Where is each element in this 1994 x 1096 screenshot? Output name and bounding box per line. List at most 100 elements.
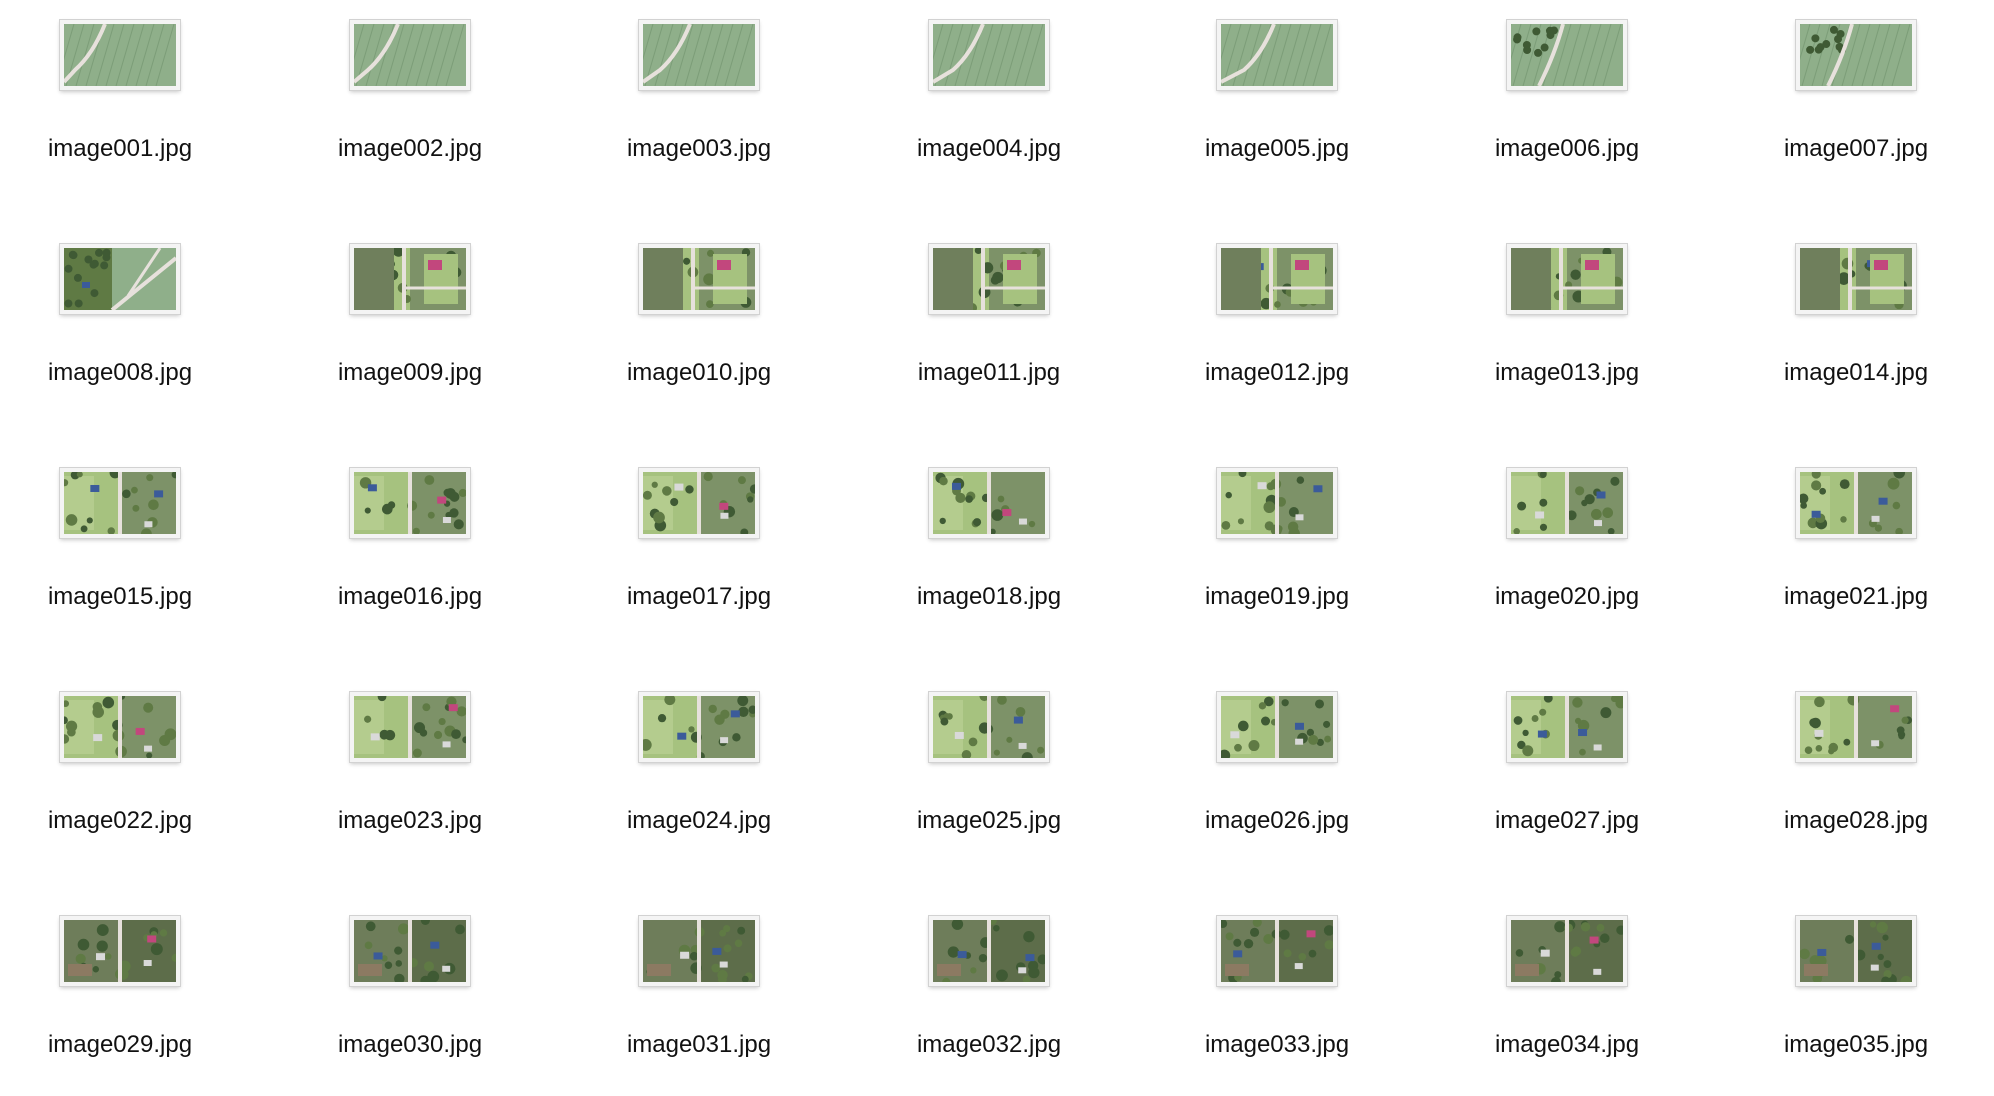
file-item[interactable]: image023.jpg (290, 672, 530, 872)
image-thumbnail[interactable] (1216, 19, 1338, 91)
file-item[interactable]: image033.jpg (1157, 896, 1397, 1096)
file-item[interactable]: image012.jpg (1157, 224, 1397, 424)
file-name-label[interactable]: image017.jpg (626, 583, 772, 610)
file-name-label[interactable]: image029.jpg (47, 1031, 193, 1058)
file-item[interactable]: image035.jpg (1736, 896, 1976, 1096)
file-name-label[interactable]: image019.jpg (1204, 583, 1350, 610)
file-item[interactable]: image030.jpg (290, 896, 530, 1096)
file-item[interactable]: image005.jpg (1157, 0, 1397, 200)
file-name-label[interactable]: image034.jpg (1494, 1031, 1640, 1058)
image-thumbnail[interactable] (59, 915, 181, 987)
file-item[interactable]: image028.jpg (1736, 672, 1976, 872)
file-name-label[interactable]: image024.jpg (626, 807, 772, 834)
file-item[interactable]: image004.jpg (869, 0, 1109, 200)
file-item[interactable]: image020.jpg (1447, 448, 1687, 648)
file-item[interactable]: image027.jpg (1447, 672, 1687, 872)
file-item[interactable]: image010.jpg (579, 224, 819, 424)
file-item[interactable]: image014.jpg (1736, 224, 1976, 424)
file-name-label[interactable]: image008.jpg (47, 359, 193, 386)
file-item[interactable]: image017.jpg (579, 448, 819, 648)
file-item[interactable]: image006.jpg (1447, 0, 1687, 200)
file-item[interactable]: image018.jpg (869, 448, 1109, 648)
image-thumbnail[interactable] (1216, 915, 1338, 987)
image-thumbnail[interactable] (59, 243, 181, 315)
file-name-label[interactable]: image005.jpg (1204, 135, 1350, 162)
image-thumbnail[interactable] (349, 243, 471, 315)
file-name-label[interactable]: image021.jpg (1783, 583, 1929, 610)
image-thumbnail[interactable] (1795, 915, 1917, 987)
file-name-label[interactable]: image025.jpg (916, 807, 1062, 834)
file-name-label[interactable]: image018.jpg (916, 583, 1062, 610)
file-name-label[interactable]: image016.jpg (337, 583, 483, 610)
file-name-label[interactable]: image033.jpg (1204, 1031, 1350, 1058)
image-thumbnail[interactable] (1795, 467, 1917, 539)
file-name-label[interactable]: image011.jpg (917, 359, 1061, 386)
file-item[interactable]: image021.jpg (1736, 448, 1976, 648)
file-name-label[interactable]: image014.jpg (1783, 359, 1929, 386)
image-thumbnail[interactable] (1216, 467, 1338, 539)
file-item[interactable]: image009.jpg (290, 224, 530, 424)
image-thumbnail[interactable] (638, 915, 760, 987)
file-name-label[interactable]: image027.jpg (1494, 807, 1640, 834)
image-thumbnail[interactable] (59, 691, 181, 763)
file-name-label[interactable]: image028.jpg (1783, 807, 1929, 834)
file-item[interactable]: image026.jpg (1157, 672, 1397, 872)
file-item[interactable]: image013.jpg (1447, 224, 1687, 424)
image-thumbnail[interactable] (1506, 19, 1628, 91)
image-thumbnail[interactable] (638, 243, 760, 315)
file-name-label[interactable]: image015.jpg (47, 583, 193, 610)
file-item[interactable]: image025.jpg (869, 672, 1109, 872)
file-name-label[interactable]: image003.jpg (626, 135, 772, 162)
image-thumbnail[interactable] (349, 915, 471, 987)
image-thumbnail[interactable] (349, 691, 471, 763)
image-thumbnail[interactable] (928, 19, 1050, 91)
file-name-label[interactable]: image010.jpg (626, 359, 772, 386)
file-item[interactable]: image019.jpg (1157, 448, 1397, 648)
file-item[interactable]: image034.jpg (1447, 896, 1687, 1096)
file-name-label[interactable]: image004.jpg (916, 135, 1062, 162)
file-name-label[interactable]: image007.jpg (1783, 135, 1929, 162)
file-item[interactable]: image001.jpg (0, 0, 240, 200)
file-name-label[interactable]: image012.jpg (1204, 359, 1350, 386)
file-item[interactable]: image029.jpg (0, 896, 240, 1096)
file-item[interactable]: image022.jpg (0, 672, 240, 872)
image-thumbnail[interactable] (1506, 691, 1628, 763)
file-name-label[interactable]: image026.jpg (1204, 807, 1350, 834)
file-item[interactable]: image008.jpg (0, 224, 240, 424)
image-thumbnail[interactable] (1216, 691, 1338, 763)
file-name-label[interactable]: image001.jpg (47, 135, 193, 162)
file-name-label[interactable]: image030.jpg (337, 1031, 483, 1058)
file-name-label[interactable]: image009.jpg (337, 359, 483, 386)
file-name-label[interactable]: image002.jpg (337, 135, 483, 162)
image-thumbnail[interactable] (1506, 243, 1628, 315)
file-item[interactable]: image024.jpg (579, 672, 819, 872)
image-thumbnail[interactable] (638, 467, 760, 539)
file-name-label[interactable]: image020.jpg (1494, 583, 1640, 610)
file-name-label[interactable]: image006.jpg (1494, 135, 1640, 162)
image-thumbnail[interactable] (1216, 243, 1338, 315)
image-thumbnail[interactable] (928, 691, 1050, 763)
image-thumbnail[interactable] (349, 19, 471, 91)
image-thumbnail[interactable] (638, 691, 760, 763)
image-thumbnail[interactable] (638, 19, 760, 91)
file-name-label[interactable]: image035.jpg (1783, 1031, 1929, 1058)
file-item[interactable]: image032.jpg (869, 896, 1109, 1096)
file-name-label[interactable]: image032.jpg (916, 1031, 1062, 1058)
image-thumbnail[interactable] (1795, 243, 1917, 315)
file-name-label[interactable]: image031.jpg (626, 1031, 772, 1058)
image-thumbnail[interactable] (1506, 467, 1628, 539)
image-thumbnail[interactable] (349, 467, 471, 539)
file-item[interactable]: image031.jpg (579, 896, 819, 1096)
image-thumbnail[interactable] (1795, 19, 1917, 91)
file-name-label[interactable]: image022.jpg (47, 807, 193, 834)
file-item[interactable]: image015.jpg (0, 448, 240, 648)
image-thumbnail[interactable] (59, 467, 181, 539)
file-item[interactable]: image003.jpg (579, 0, 819, 200)
file-name-label[interactable]: image013.jpg (1494, 359, 1640, 386)
file-item[interactable]: image002.jpg (290, 0, 530, 200)
image-thumbnail[interactable] (1795, 691, 1917, 763)
file-name-label[interactable]: image023.jpg (337, 807, 483, 834)
file-item[interactable]: image007.jpg (1736, 0, 1976, 200)
file-item[interactable]: image011.jpg (869, 224, 1109, 424)
image-thumbnail[interactable] (928, 243, 1050, 315)
